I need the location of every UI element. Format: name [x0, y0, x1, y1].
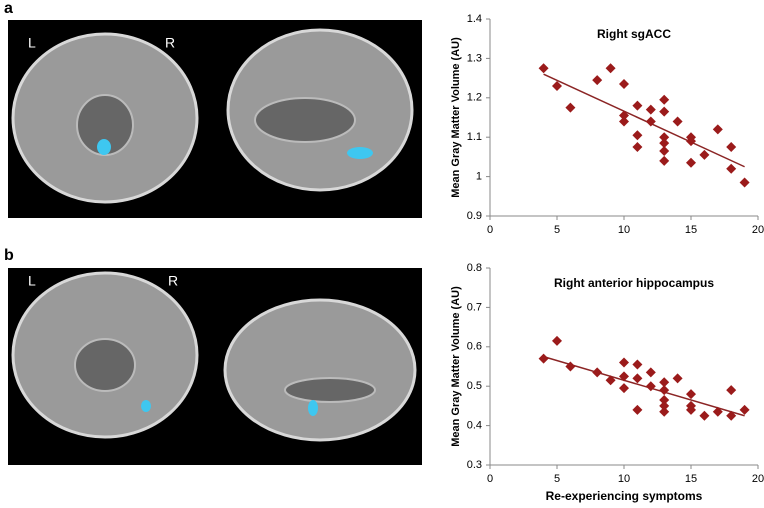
point — [619, 371, 629, 382]
x-tick-label: 5 — [554, 473, 560, 485]
sagittal-slice — [223, 298, 417, 442]
panel-label: a — [4, 0, 13, 17]
y-tick-label: 1.2 — [467, 92, 482, 104]
y-axis-label: Mean Gray Matter Volume (AU) — [450, 286, 462, 447]
point — [632, 373, 643, 384]
point — [659, 94, 670, 105]
point — [632, 130, 643, 141]
point — [699, 149, 710, 160]
point — [605, 375, 616, 386]
trend-line — [543, 73, 745, 168]
highlight — [347, 147, 373, 159]
panel-label: b — [4, 247, 14, 264]
point — [659, 155, 670, 166]
highlight — [308, 400, 318, 416]
point — [659, 406, 670, 417]
point — [619, 116, 629, 127]
chart-title: Right anterior hippocampus — [554, 276, 714, 290]
point — [619, 110, 629, 121]
y-tick-label: 0.7 — [467, 301, 482, 313]
x-tick-label: 0 — [487, 224, 493, 236]
y-tick-label: 1.3 — [467, 52, 482, 64]
side-label: R — [168, 273, 178, 289]
point — [686, 136, 696, 147]
point — [619, 383, 629, 394]
point — [739, 404, 750, 415]
point — [726, 163, 737, 174]
point — [565, 361, 576, 372]
x-tick-label: 5 — [554, 224, 560, 236]
y-tick-label: 0.4 — [467, 420, 482, 432]
x-axis-label: Re-experiencing symptoms — [546, 489, 703, 503]
point — [686, 404, 696, 415]
point — [592, 367, 603, 378]
point — [659, 385, 670, 396]
x-tick-label: 15 — [685, 473, 697, 485]
x-tick-label: 15 — [685, 224, 697, 236]
point — [712, 124, 723, 135]
point — [672, 116, 683, 127]
point — [552, 335, 562, 346]
y-axis-label: Mean Gray Matter Volume (AU) — [450, 37, 462, 198]
point — [659, 138, 670, 149]
point — [538, 353, 549, 364]
point — [645, 367, 656, 378]
coronal-core — [74, 338, 136, 392]
point — [712, 406, 723, 417]
x-tick-label: 20 — [752, 224, 764, 236]
side-label: L — [28, 273, 36, 289]
trend-line — [543, 355, 745, 417]
point — [605, 63, 616, 74]
y-tick-label: 0.3 — [467, 459, 482, 471]
point — [686, 389, 696, 400]
x-tick-label: 10 — [618, 473, 630, 485]
point — [538, 63, 549, 74]
point — [645, 381, 656, 392]
point — [659, 377, 670, 388]
point — [726, 142, 737, 153]
point — [565, 102, 576, 113]
sagittal-core — [284, 377, 376, 403]
point — [619, 79, 629, 90]
y-tick-label: 0.6 — [467, 341, 482, 353]
y-tick-label: 0.5 — [467, 380, 482, 392]
side-label: R — [165, 35, 175, 51]
point — [619, 357, 629, 368]
side-label: L — [28, 35, 36, 51]
point — [659, 145, 670, 156]
point — [659, 394, 670, 405]
point — [659, 132, 670, 143]
point — [699, 410, 710, 421]
sagittal-core — [254, 97, 356, 143]
point — [592, 75, 603, 86]
point — [632, 404, 643, 415]
point — [645, 104, 656, 115]
point — [645, 116, 656, 127]
x-tick-label: 20 — [752, 473, 764, 485]
x-tick-label: 0 — [487, 473, 493, 485]
point — [672, 373, 683, 384]
highlight — [97, 139, 111, 155]
point — [659, 400, 670, 411]
chart-title: Right sgACC — [597, 27, 671, 41]
x-tick-label: 10 — [618, 224, 630, 236]
point — [686, 157, 696, 168]
point — [632, 100, 643, 111]
point — [659, 106, 670, 117]
point — [552, 80, 562, 91]
y-tick-label: 1 — [476, 171, 482, 183]
y-tick-label: 0.9 — [467, 210, 482, 222]
y-tick-label: 1.4 — [467, 13, 482, 25]
y-tick-label: 1.1 — [467, 131, 482, 143]
point — [739, 177, 750, 188]
highlight — [141, 400, 151, 412]
coronal-core — [76, 94, 134, 156]
point — [726, 410, 737, 421]
point — [726, 385, 737, 396]
point — [632, 359, 643, 370]
point — [632, 142, 643, 153]
y-tick-label: 0.8 — [467, 262, 482, 274]
